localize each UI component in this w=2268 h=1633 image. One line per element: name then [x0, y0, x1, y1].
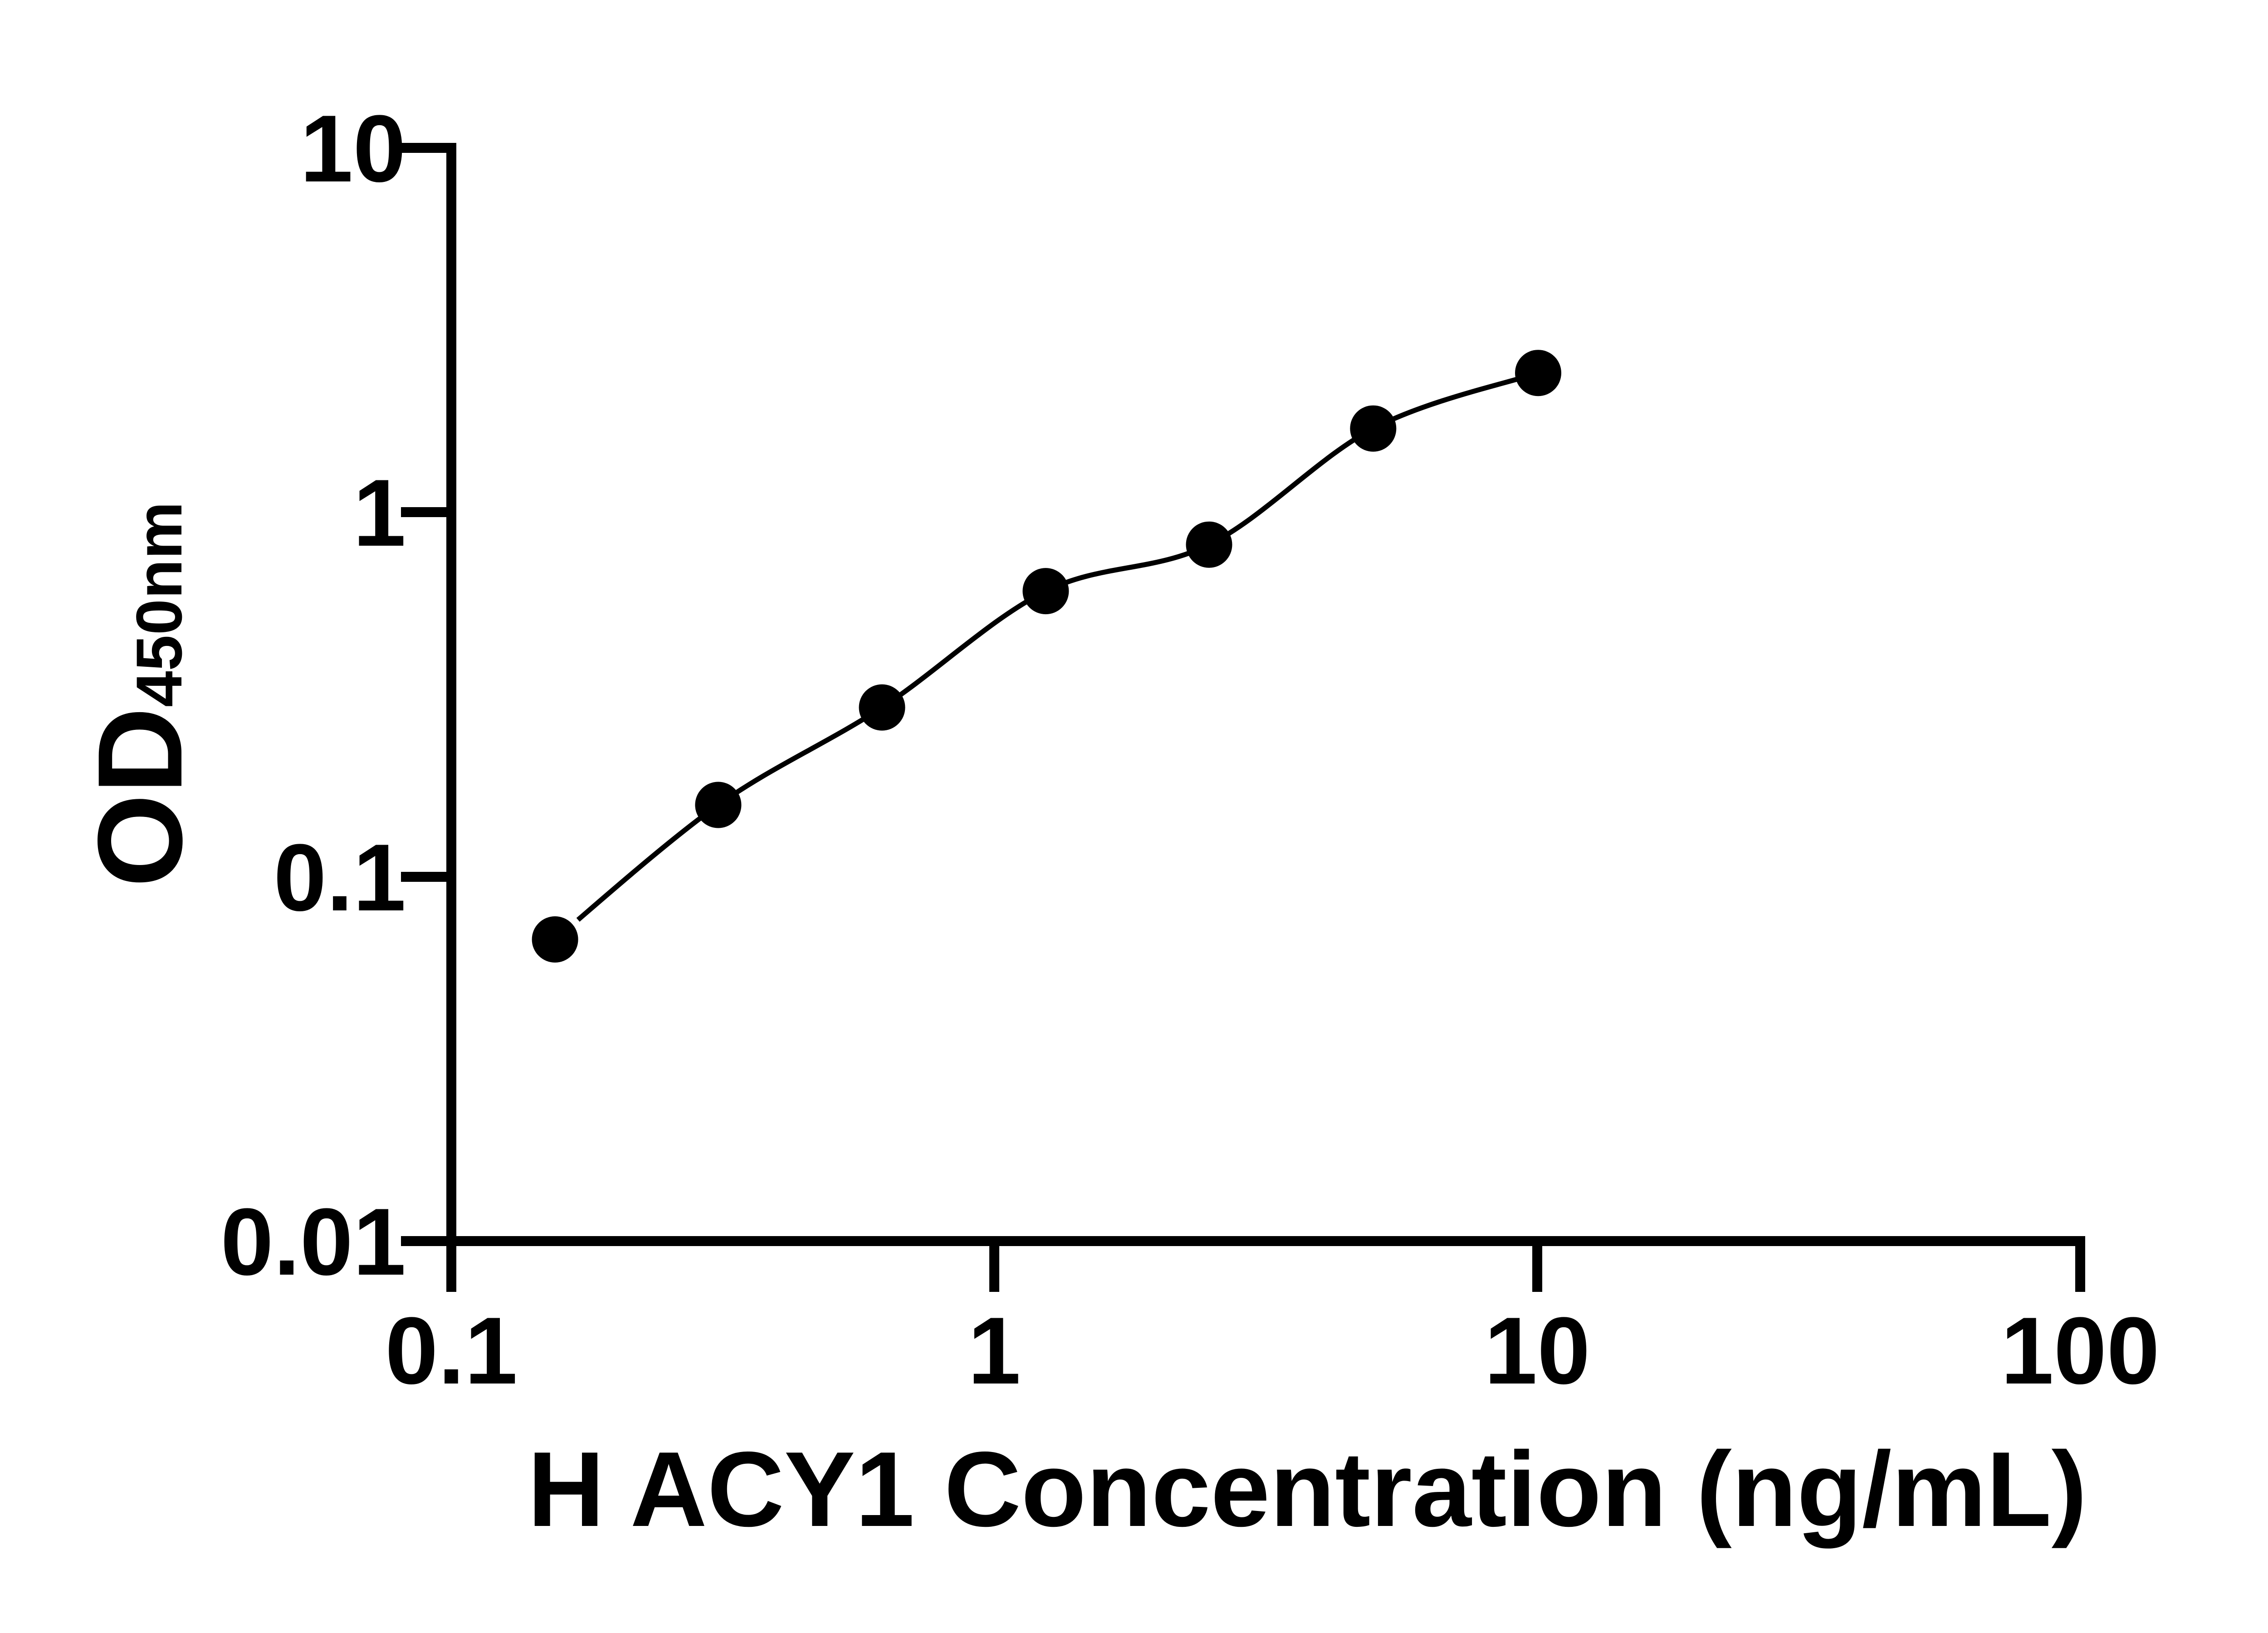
- svg-text:0.1: 0.1: [274, 824, 406, 931]
- svg-text:H ACY1 Concentration (ng/mL): H ACY1 Concentration (ng/mL): [528, 1429, 2087, 1549]
- svg-text:100: 100: [2001, 1297, 2160, 1404]
- svg-text:1: 1: [353, 460, 406, 566]
- svg-text:10: 10: [300, 95, 406, 202]
- svg-text:1: 1: [968, 1297, 1021, 1404]
- svg-text:0.01: 0.01: [220, 1188, 406, 1295]
- svg-text:10: 10: [1484, 1297, 1590, 1404]
- svg-text:0.1: 0.1: [385, 1297, 518, 1404]
